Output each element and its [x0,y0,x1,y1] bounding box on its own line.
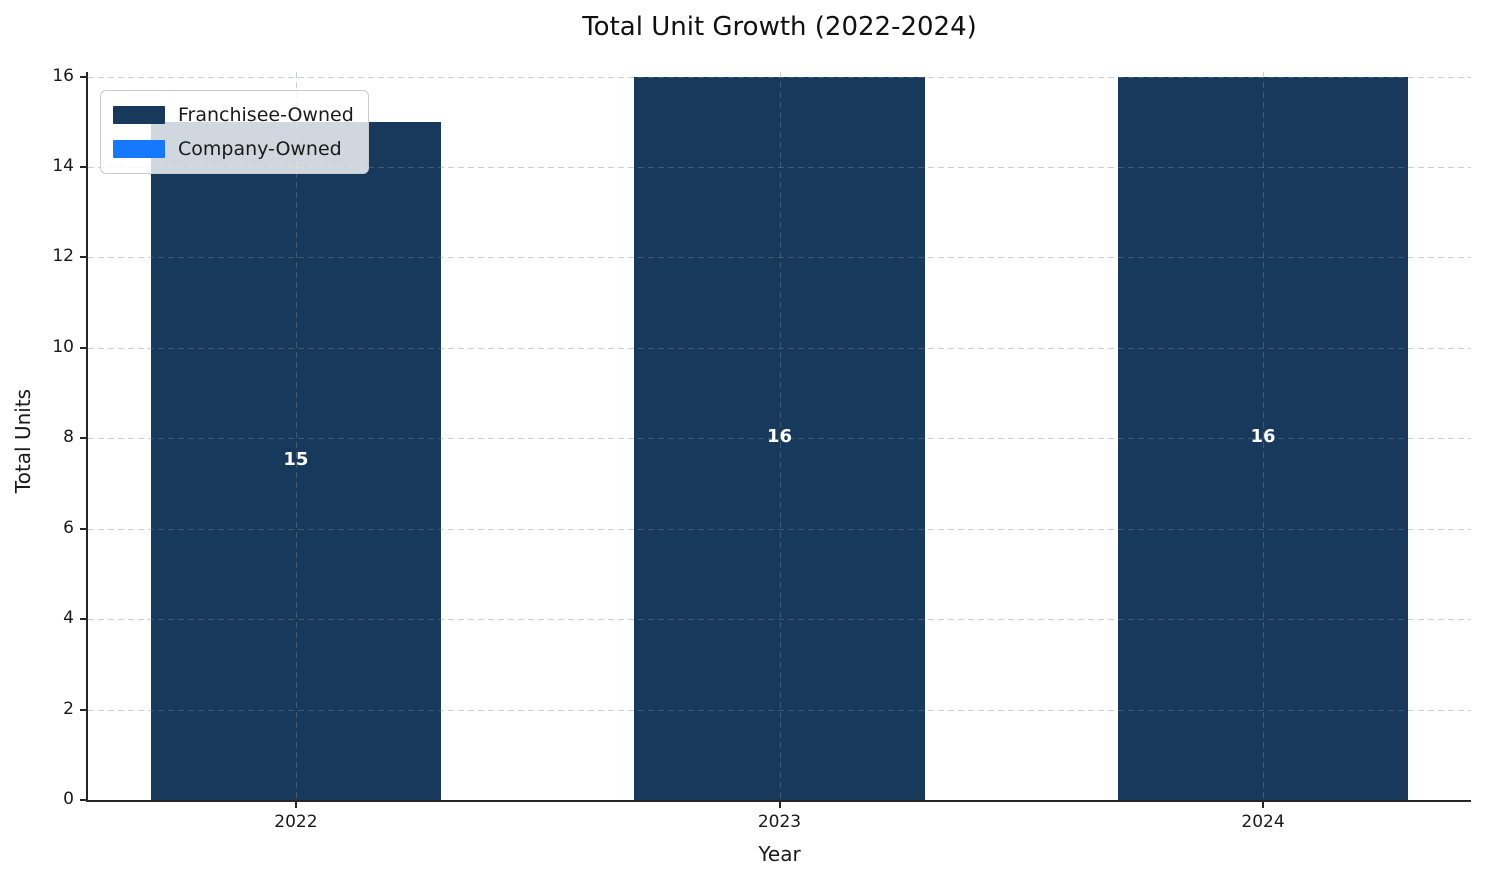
x-tick-label: 2022 [274,812,318,832]
y-gridline [88,528,1471,530]
legend-item-company-owned: Company-Owned [113,134,354,164]
y-tick-label: 10 [52,336,74,357]
x-axis-spine [86,800,1471,802]
y-tick-mark [80,708,88,711]
y-tick-mark [80,437,88,440]
y-tick-label: 8 [63,427,74,448]
y-tick-label: 12 [52,246,74,267]
legend: Franchisee-Owned Company-Owned [100,90,369,174]
y-tick-mark [80,527,88,530]
y-tick-mark [80,256,88,259]
y-tick-label: 16 [52,65,74,86]
chart-title: Total Unit Growth (2022-2024) [582,12,977,42]
x-tick-mark [1262,800,1265,808]
y-gridline [88,347,1471,349]
bar-value-label: 16 [1250,426,1276,448]
y-tick-label: 2 [63,698,74,719]
bar-value-label: 16 [766,426,793,448]
legend-label: Franchisee-Owned [178,104,354,126]
legend-swatch-company-owned [113,140,165,158]
y-tick-label: 4 [63,608,74,629]
bar-value-label: 15 [283,448,309,470]
y-gridline [88,166,1471,168]
y-tick-mark [80,165,88,168]
bar-segment-franchisee-owned [634,76,925,800]
x-gridline [295,72,297,800]
y-gridline [88,257,1471,259]
legend-item-franchisee-owned: Franchisee-Owned [113,100,354,130]
x-tick-label: 2024 [1241,812,1285,832]
x-tick-mark [294,800,297,808]
y-tick-mark [80,618,88,621]
legend-swatch-franchisee-owned [113,106,165,124]
legend-label: Company-Owned [178,138,342,160]
y-gridline [88,619,1471,621]
x-axis-label: Year [758,842,801,866]
y-tick-mark [80,75,88,78]
bar-segment-franchisee-owned [150,121,441,800]
x-tick-label: 2023 [757,812,802,832]
y-gridline [88,709,1471,711]
y-gridline [88,438,1471,440]
y-tick-label: 14 [52,155,74,176]
y-tick-label: 0 [63,789,74,809]
bar-segment-franchisee-owned [1117,76,1409,800]
y-tick-mark [80,346,88,349]
y-tick-label: 6 [63,517,74,538]
x-gridline [779,72,781,800]
plot-area [88,72,1471,801]
y-gridline [88,76,1471,78]
y-axis-spine [86,72,88,802]
y-tick-mark [80,799,88,801]
x-tick-mark [778,800,781,808]
x-gridline [1263,72,1265,800]
